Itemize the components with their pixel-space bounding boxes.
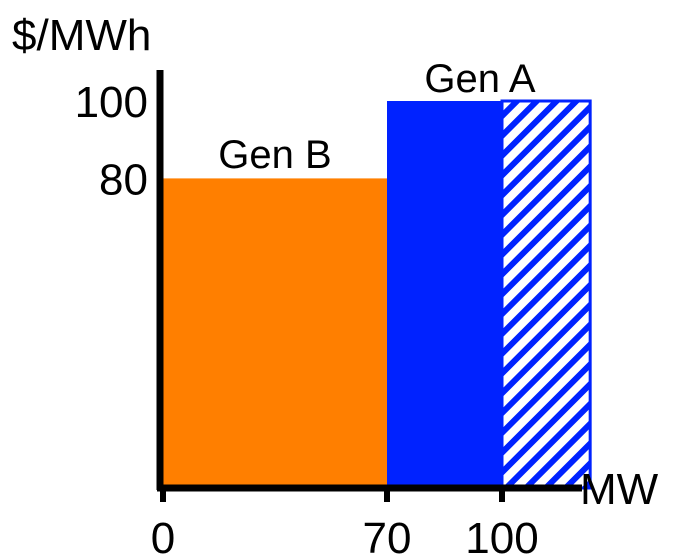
y-ticks-group: 80 100 [75,78,148,204]
series-labels-group: Gen B Gen A [218,57,536,177]
y-axis-title: $/MWh [12,11,151,60]
y-tick-label: 80 [99,155,148,204]
bar-segment-hatched [500,99,592,490]
bars-group [163,99,592,490]
bar-segment-gen-a [387,101,502,488]
series-label-gen-a: Gen A [424,57,536,101]
x-tick-label: 100 [465,514,538,558]
y-tick-label: 100 [75,78,148,127]
x-tick-label: 0 [151,514,175,558]
x-ticks-group: 0 70 100 [151,488,539,558]
bar-segment-gen-b [163,178,387,488]
series-label-gen-b: Gen B [218,133,331,177]
x-axis-title: MW [580,465,659,514]
x-tick-label: 70 [363,514,412,558]
